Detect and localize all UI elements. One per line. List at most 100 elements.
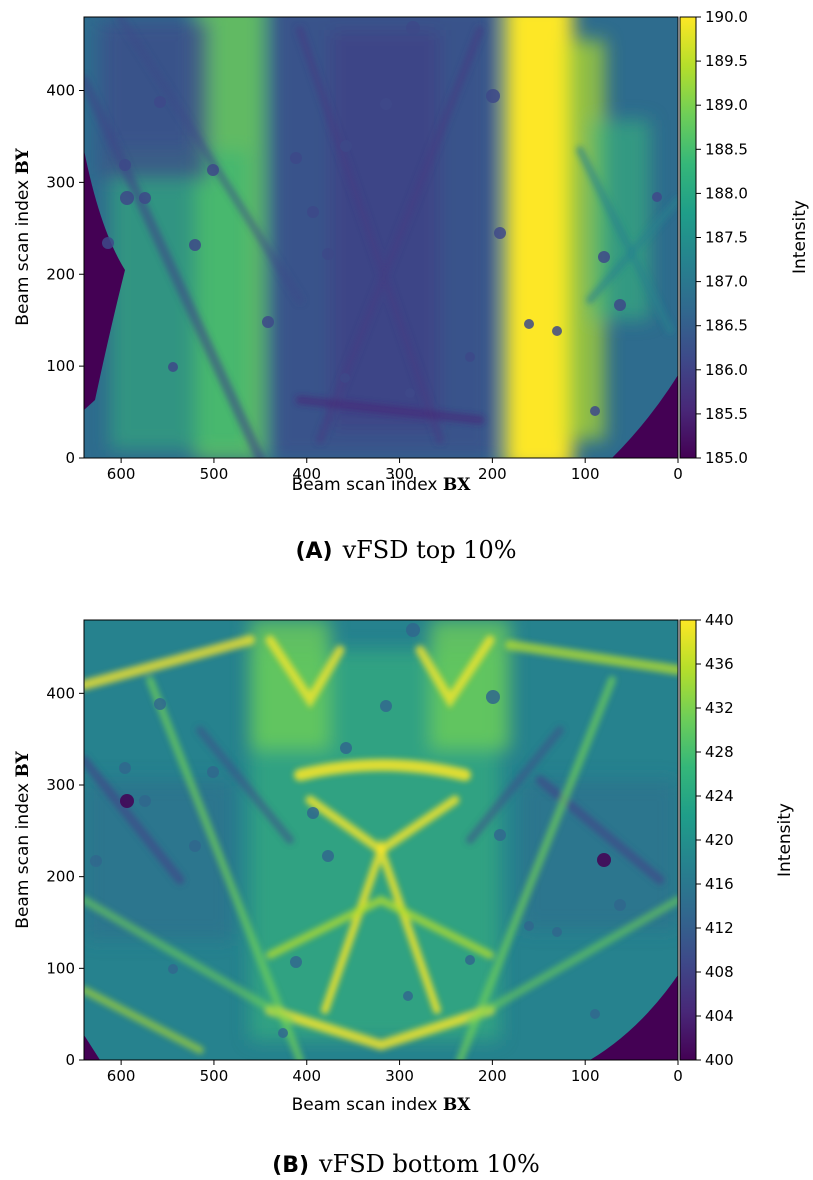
colorbar-label-a: Intensity [790, 200, 810, 274]
caption-b: (B) vFSD bottom 10% [272, 1150, 540, 1178]
y-tick-label: 0 [65, 449, 75, 467]
y-tick-label: 400 [46, 684, 75, 702]
y-tick-label: 100 [46, 357, 75, 375]
y-tick-label: 200 [46, 868, 75, 886]
kikuchi-line [295, 395, 485, 425]
colorbar-ticks-b: 400 404 408 412 416 420 424 428 432 436 440 [696, 611, 734, 1069]
x-tick-label: 100 [571, 1067, 600, 1085]
y-tick-label: 300 [46, 173, 75, 191]
x-tick-label: 300 [385, 1067, 414, 1085]
colorbar-tick-label: 186.5 [705, 317, 748, 335]
plot-frame-b [83, 619, 679, 1061]
colorbar-tick-label: 189.5 [705, 52, 748, 70]
x-axis-label-b: Beam scan index BX [292, 1095, 472, 1115]
colorbar-ticks-a: 185.0 185.5 186.0 186.5 187.0 187.5 188.0 188.5… [696, 8, 748, 467]
colorbar-tick-label: 400 [705, 1051, 734, 1069]
kikuchi-line [84, 986, 204, 1054]
colorbar-tick-label: 436 [705, 655, 734, 673]
kikuchi-line [116, 17, 304, 304]
caption-a: (A) vFSD top 10% [295, 536, 516, 564]
kikuchi-line [265, 635, 345, 709]
x-tick-label: 400 [292, 1067, 321, 1085]
kikuchi-line [316, 26, 484, 444]
kikuchi-line [146, 676, 304, 1060]
x-tick-label: 600 [107, 1067, 136, 1085]
y-ticks-b: 0 100 200 300 400 [46, 684, 84, 1069]
y-tick-label: 0 [65, 1051, 75, 1069]
x-tick-label: 0 [673, 1067, 683, 1085]
kikuchi-line [466, 896, 678, 1024]
colorbar-tick-label: 408 [705, 963, 734, 981]
x-tick-label: 600 [107, 465, 136, 483]
blue-region-right [520, 780, 678, 930]
y-tick-label: 100 [46, 959, 75, 977]
colorbar-tick-label: 187.0 [705, 273, 748, 291]
x-tick-label: 400 [292, 465, 321, 483]
colorbar-tick-label: 186.0 [705, 361, 748, 379]
dust-spots [90, 623, 626, 1038]
colorbar-tick-label: 188.5 [705, 140, 748, 158]
heatmap-a [84, 17, 678, 458]
heatmap-b [84, 620, 678, 1060]
kikuchi-line [321, 837, 441, 1014]
dark-corner-right [590, 975, 678, 1060]
x-ticks-b: 600 500 400 300 200 100 0 [107, 1060, 683, 1085]
kikuchi-line [505, 640, 678, 675]
kikuchi-line [456, 676, 616, 1060]
colorbar-tick-label: 416 [705, 875, 734, 893]
y-axis-label-a: Beam scan index BY [13, 147, 33, 325]
kikuchi-line [266, 895, 494, 959]
colorbar-tick-label: 440 [705, 611, 734, 629]
dark-corner-left [84, 150, 125, 410]
colorbar-a [679, 16, 697, 459]
kikuchi-line [466, 726, 564, 844]
kikuchi-line [84, 635, 255, 690]
y-axis-label-b: Beam scan index BY [13, 750, 33, 928]
kikuchi-line [84, 75, 265, 458]
colorbar-b [679, 619, 697, 1061]
colorbar-tick-label: 190.0 [705, 8, 748, 26]
x-tick-label: 200 [478, 465, 507, 483]
kikuchi-line [296, 26, 444, 444]
colorbar-tick-label: 424 [705, 787, 734, 805]
kikuchi-line [265, 1005, 495, 1051]
colorbar-tick-label: 432 [705, 699, 734, 717]
panel-b: 600 500 400 300 200 100 0 0 100 200 300 400 Beam s… [13, 611, 795, 1178]
kikuchi-line [84, 755, 185, 885]
colorbar-tick-label: 428 [705, 743, 734, 761]
colorbar-tick-label: 188.0 [705, 184, 748, 202]
kikuchi-line [586, 196, 678, 304]
x-tick-label: 300 [385, 465, 414, 483]
kikuchi-line [576, 146, 674, 334]
bright-band [505, 17, 573, 458]
y-ticks-a: 0 100 200 300 400 [46, 82, 84, 467]
kikuchi-line [535, 775, 665, 885]
kikuchi-line [294, 759, 471, 781]
colorbar-tick-label: 420 [705, 831, 734, 849]
dark-corner-left [84, 1035, 100, 1060]
x-tick-label: 200 [478, 1067, 507, 1085]
colorbar-tick-label: 185.0 [705, 449, 748, 467]
colorbar-tick-label: 404 [705, 1007, 734, 1025]
x-tick-label: 100 [571, 465, 600, 483]
panel-a: 600 500 400 300 200 100 0 0 100 200 300 400 Beam s… [13, 8, 810, 564]
x-tick-label: 500 [200, 1067, 229, 1085]
x-axis-label-a: Beam scan index BX [292, 475, 472, 495]
colorbar-label-b: Intensity [775, 803, 795, 877]
dust-spots [102, 21, 662, 416]
y-tick-label: 200 [46, 265, 75, 283]
colorbar-tick-label: 185.5 [705, 405, 748, 423]
y-tick-label: 300 [46, 776, 75, 794]
colorbar-tick-label: 187.5 [705, 229, 748, 247]
colorbar-tick-label: 189.0 [705, 96, 748, 114]
x-tick-label: 0 [673, 465, 683, 483]
x-ticks-a: 600 500 400 300 200 100 0 [107, 458, 683, 483]
plot-frame-a [83, 16, 679, 459]
dark-corner-right [612, 375, 678, 458]
colorbar-tick-label: 412 [705, 919, 734, 937]
kikuchi-line [196, 726, 294, 844]
y-tick-label: 400 [46, 82, 75, 100]
x-tick-label: 500 [200, 465, 229, 483]
kikuchi-line [415, 635, 495, 709]
